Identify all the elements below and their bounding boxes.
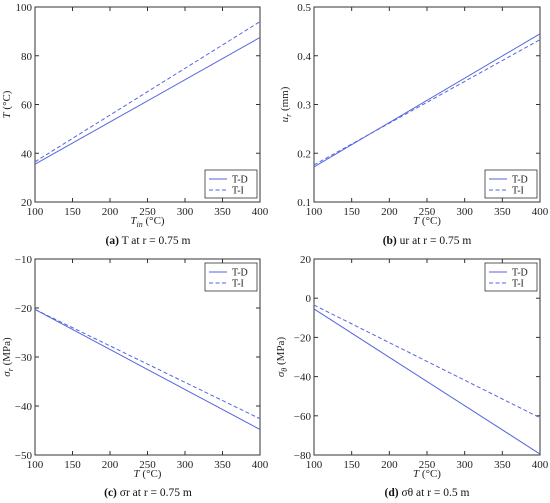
chart-panel-d: 100 150 200 250 300 350 400−80−60−40−20020T-DT…	[275, 254, 549, 499]
legend-box	[204, 169, 258, 199]
y-tick-label: −80	[294, 450, 312, 462]
x-tick-label: 150	[64, 206, 81, 218]
legend-box	[484, 262, 538, 292]
x-tick-label: 250	[139, 206, 156, 218]
x-tick-label: 300	[456, 206, 473, 218]
x-tick-label: 100	[306, 459, 323, 471]
x-tick-label: 150	[343, 206, 360, 218]
y-tick-label: −30	[15, 352, 33, 364]
y-tick-label: −10	[15, 254, 33, 266]
x-tick-label: 400	[532, 206, 549, 218]
series-line-t-d	[34, 37, 261, 165]
legend: T-DT-I	[204, 262, 258, 292]
y-tick-label: −20	[15, 303, 33, 315]
legend-label: T-D	[512, 175, 528, 186]
chart-panel-a: 100 150 200 250 300 350 400 20 40 60 80 100 T-DT-I Ti…	[1, 2, 269, 247]
legend: T-DT-I	[204, 169, 258, 199]
x-tick-label: 250	[419, 459, 436, 471]
y-tick-label: −50	[15, 450, 33, 462]
y-tick-label: 0	[306, 293, 312, 305]
y-tick-label: 0.2	[297, 148, 311, 160]
y-axis-label: σθ (MPa)	[275, 337, 289, 378]
y-tick-label: −40	[294, 372, 312, 384]
y-tick-label: 20	[21, 197, 33, 209]
x-tick-label: 350	[494, 206, 511, 218]
x-tick-label: 200	[381, 459, 398, 471]
x-axis-label: Tin (°C)	[130, 215, 165, 229]
x-tick-label: 250	[419, 206, 436, 218]
series-line-t-d	[313, 308, 541, 455]
legend-label: T-D	[512, 268, 528, 279]
y-tick-label: 40	[21, 148, 33, 160]
series-line-t-i	[34, 309, 261, 420]
panel-caption: (c) σr at r = 0.75 m	[104, 487, 192, 499]
x-tick-label: 200	[381, 206, 398, 218]
series-line-t-i	[313, 304, 541, 419]
legend-label: T-D	[232, 175, 248, 186]
x-tick-label: 350	[494, 459, 511, 471]
y-tick-label: 20	[300, 254, 312, 266]
legend-label: T-I	[512, 279, 524, 290]
legend-label: T-I	[232, 186, 244, 197]
x-axis-label: T (°C)	[413, 215, 441, 227]
legend: T-DT-I	[484, 169, 538, 199]
y-tick-label: −20	[294, 332, 312, 344]
legend-box	[204, 262, 258, 292]
x-tick-label: 400	[532, 459, 549, 471]
panel-caption: (b) ur at r = 0.75 m	[383, 235, 472, 247]
y-tick-label: 60	[21, 100, 33, 112]
x-tick-label: 100	[27, 459, 44, 471]
legend: T-DT-I	[484, 262, 538, 292]
x-tick-label: 350	[214, 206, 231, 218]
series-line-t-i	[313, 39, 541, 166]
x-tick-label: 300	[177, 206, 194, 218]
legend-label: T-I	[232, 279, 244, 290]
x-tick-label: 100	[306, 206, 323, 218]
x-tick-label: 200	[102, 206, 119, 218]
y-tick-label: −60	[294, 411, 312, 423]
x-tick-label: 300	[456, 459, 473, 471]
x-axis-label: T (°C)	[134, 468, 162, 480]
y-tick-label: 100	[16, 2, 33, 14]
x-tick-label: 300	[177, 459, 194, 471]
legend-label: T-I	[512, 186, 524, 197]
x-tick-label: 150	[343, 459, 360, 471]
y-tick-label: 0.5	[297, 2, 311, 14]
legend-label: T-D	[232, 268, 248, 279]
x-tick-label: 250	[139, 459, 156, 471]
y-tick-label: 80	[21, 51, 33, 63]
y-axis-label: ur (mm)	[279, 86, 293, 122]
series-line-t-d	[34, 309, 261, 430]
y-tick-label: 0.1	[297, 197, 311, 209]
x-tick-label: 100	[27, 206, 44, 218]
y-axis-label: σr (MPa)	[1, 337, 15, 377]
x-tick-label: 350	[214, 459, 231, 471]
x-tick-label: 200	[102, 459, 119, 471]
y-tick-label: 0.3	[297, 100, 311, 112]
series-line-t-d	[313, 33, 541, 168]
y-axis-label: T (°C)	[1, 90, 13, 118]
chart-panel-c: 100 150 200 250 300 350 400−50−40−30−20−10T-DT…	[1, 254, 269, 499]
panel-caption: (a) T at r = 0.75 m	[106, 235, 191, 247]
x-tick-label: 400	[252, 206, 269, 218]
series-line-t-i	[34, 21, 261, 163]
x-axis-label: T (°C)	[413, 468, 441, 480]
x-tick-label: 400	[252, 459, 269, 471]
y-tick-label: 0.4	[297, 51, 311, 63]
y-tick-label: −40	[15, 401, 33, 413]
x-tick-label: 150	[64, 459, 81, 471]
panel-caption: (d) σθ at r = 0.5 m	[385, 487, 470, 499]
legend-box	[484, 169, 538, 199]
chart-panel-b: 100 150 200 250 300 350 4000.10.20.30.40.5T-DT…	[279, 2, 549, 247]
